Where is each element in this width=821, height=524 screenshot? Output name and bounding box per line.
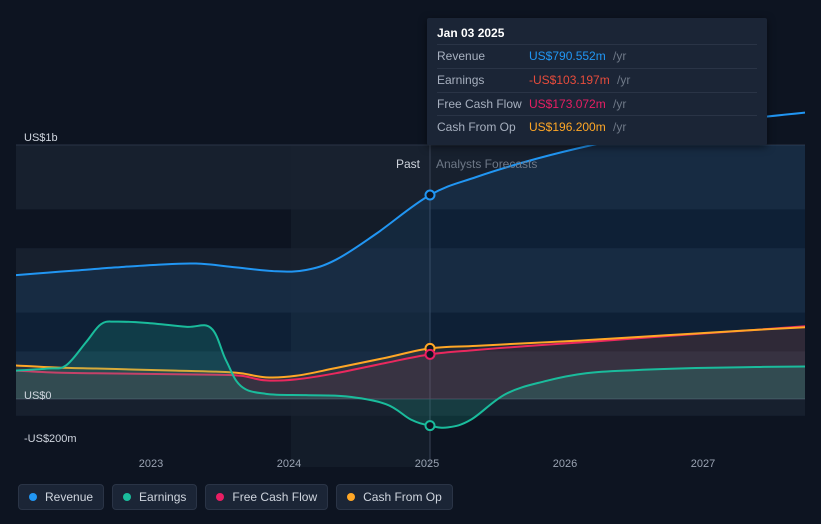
legend-dot [347, 493, 355, 501]
tooltip-row-label: Cash From Op [437, 119, 529, 136]
legend-item-free-cash-flow[interactable]: Free Cash Flow [205, 484, 328, 510]
y-axis-tick-label: -US$200m [24, 433, 77, 445]
chart-legend: Revenue Earnings Free Cash Flow Cash From O… [18, 484, 453, 510]
y-axis-tick-label: US$0 [24, 390, 52, 402]
x-axis-tick-label: 2027 [691, 458, 715, 470]
tooltip-row-unit: /yr [610, 97, 627, 111]
tooltip-row-value: -US$103.197m /yr [529, 72, 630, 89]
x-axis-tick-label: 2024 [277, 458, 301, 470]
tooltip-row-label: Earnings [437, 72, 529, 89]
past-label: Past [396, 157, 420, 171]
legend-item-cash-from-op[interactable]: Cash From Op [336, 484, 453, 510]
tooltip-row-label: Revenue [437, 48, 529, 65]
tooltip-row: Earnings-US$103.197m /yr [437, 68, 757, 92]
chart-tooltip: Jan 03 2025 RevenueUS$790.552m /yrEarnin… [427, 18, 767, 145]
legend-label: Free Cash Flow [232, 490, 317, 504]
legend-label: Earnings [139, 490, 186, 504]
x-axis-tick-label: 2025 [415, 458, 439, 470]
legend-item-revenue[interactable]: Revenue [18, 484, 104, 510]
tooltip-row-unit: /yr [614, 73, 631, 87]
y-axis-tick-label: US$1b [24, 132, 58, 144]
tooltip-row-label: Free Cash Flow [437, 96, 529, 113]
legend-dot [216, 493, 224, 501]
legend-label: Revenue [45, 490, 93, 504]
legend-item-earnings[interactable]: Earnings [112, 484, 197, 510]
tooltip-row-unit: /yr [610, 120, 627, 134]
tooltip-row-unit: /yr [610, 49, 627, 63]
legend-dot [123, 493, 131, 501]
tooltip-row-value: US$196.200m /yr [529, 119, 626, 136]
tooltip-row: Free Cash FlowUS$173.072m /yr [437, 92, 757, 116]
legend-label: Cash From Op [363, 490, 442, 504]
x-axis-tick-label: 2023 [139, 458, 163, 470]
x-axis-tick-label: 2026 [553, 458, 577, 470]
tooltip-row-value: US$790.552m /yr [529, 48, 626, 65]
legend-dot [29, 493, 37, 501]
tooltip-row: RevenueUS$790.552m /yr [437, 44, 757, 68]
tooltip-row: Cash From OpUS$196.200m /yr [437, 115, 757, 139]
tooltip-date: Jan 03 2025 [437, 26, 757, 44]
forecast-label: Analysts Forecasts [436, 157, 537, 171]
tooltip-row-value: US$173.072m /yr [529, 96, 626, 113]
